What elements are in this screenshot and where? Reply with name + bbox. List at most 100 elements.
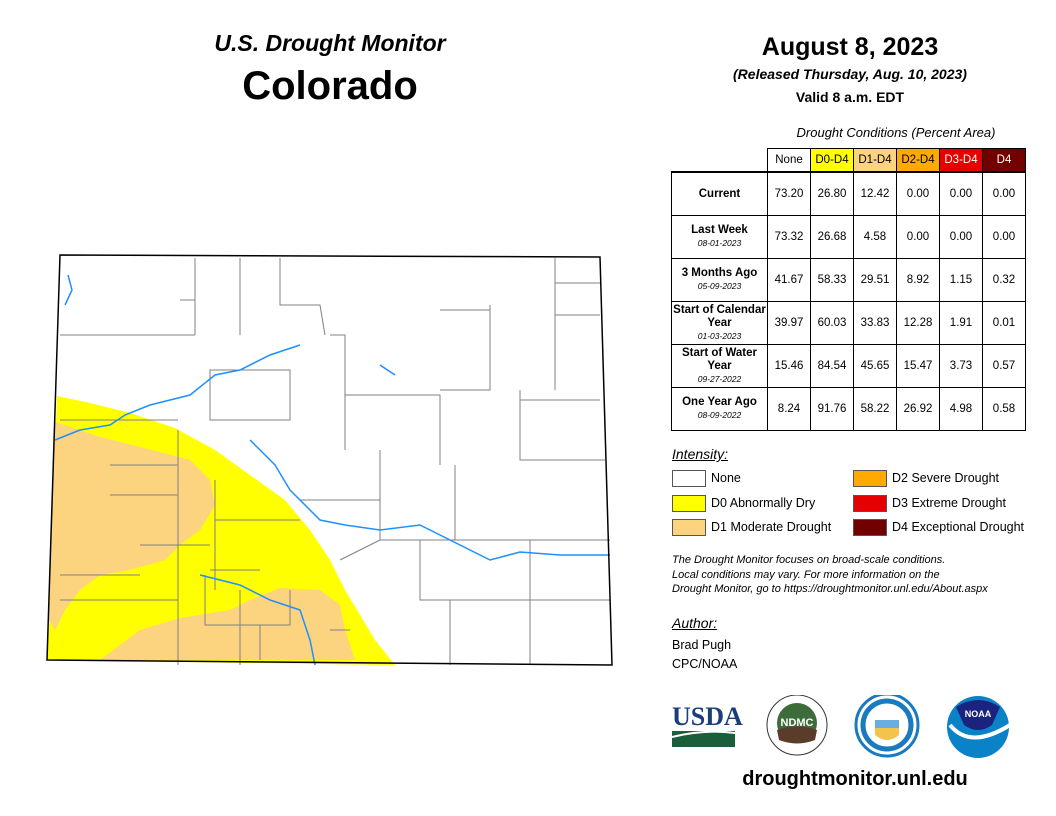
table-row: Current 73.20 26.80 12.42 0.00 0.00 0.00 [671,171,1026,216]
table-cell: 4.58 [853,215,897,259]
table-caption: Drought Conditions (Percent Area) [796,125,996,140]
table-cell: 8.92 [896,258,940,302]
legend-swatch [853,519,887,536]
table-cell: 12.28 [896,301,940,345]
row-label: Start of Water Year 09-27-2022 [671,344,768,388]
col-d1-d4: D1-D4 [853,148,897,173]
col-d4: D4 [982,148,1026,173]
rio-grande [199,574,316,666]
table-cell: 26.68 [810,215,854,259]
noaa-logo: NOAA [947,696,1012,758]
table-cell: 0.58 [982,387,1026,431]
rivers [54,274,610,666]
legend-label: D0 Abnormally Dry [711,496,816,510]
legend-swatch [853,470,887,487]
legend-label: D1 Moderate Drought [711,520,832,534]
state-outline [46,254,613,666]
table-cell: 0.00 [896,215,940,259]
table-cell: 1.91 [939,301,983,345]
table-cell: 0.01 [982,301,1026,345]
table-cell: 91.76 [810,387,854,431]
legend-title: Intensity: [672,446,729,462]
disclaimer-note: The Drought Monitor focuses on broad-sca… [672,553,1052,597]
table-header-row: None D0-D4 D1-D4 D2-D4 D3-D4 D4 [671,148,1026,173]
table-row: Start of Calendar Year 01-03-2023 39.97 60.… [671,301,1026,345]
county-lines [60,258,610,665]
release-date: (Released Thursday, Aug. 10, 2023) [733,66,967,82]
usda-logo: USDA [671,702,743,747]
table-cell: 12.42 [853,171,897,216]
logos: USDA NDMC NOAA [671,695,1012,758]
legend-swatch [853,495,887,512]
col-d3-d4: D3-D4 [939,148,983,173]
table-row: Last Week 08-01-2023 73.32 26.68 4.58 0.00 0.0… [671,215,1026,259]
row-date: 09-27-2022 [697,373,742,384]
table-cell: 26.80 [810,171,854,216]
table-cell: 84.54 [810,344,854,388]
row-label-text: Start of Water Year [682,346,757,372]
table-cell: 41.67 [767,258,811,302]
legend-label: None [711,471,741,485]
legend-swatch [672,495,706,512]
table-cell: 4.98 [939,387,983,431]
table-cell: 1.15 [939,258,983,302]
legend-swatch [672,519,706,536]
arkansas-river [249,439,610,561]
row-label: 3 Months Ago 05-09-2023 [671,258,768,302]
table-cell: 58.22 [853,387,897,431]
note-line: Drought Monitor, go to https://droughtmo… [672,583,988,595]
author-org: CPC/NOAA [672,657,738,671]
col-d0-d4: D0-D4 [810,148,854,173]
legend-label: D2 Severe Drought [892,471,1000,485]
legend-swatch [672,470,706,487]
col-none: None [767,148,811,173]
table-cell: 0.00 [939,171,983,216]
table-row: Start of Water Year 09-27-2022 15.46 84.54 4… [671,344,1026,388]
row-date: 08-01-2023 [697,238,742,248]
website-url[interactable]: droughtmonitor.unl.edu [742,768,968,790]
table-cell: 15.46 [767,344,811,388]
table-row: 3 Months Ago 05-09-2023 41.67 58.33 29.51 8.9… [671,258,1026,302]
north-platte [64,274,73,306]
table-cell: 73.20 [767,171,811,216]
table-cell: 0.57 [982,344,1026,388]
table-cell: 45.65 [853,344,897,388]
svg-text:NOAA: NOAA [965,709,992,719]
author-label: Author: [672,615,718,631]
table-cell: 0.00 [982,215,1026,259]
row-label-text: Last Week [691,224,748,236]
row-date: 08-09-2022 [697,410,742,420]
table-cell: 0.00 [982,171,1026,216]
row-date: 01-03-2023 [697,330,742,341]
legend-label: D4 Exceptional Drought [892,520,1025,534]
table-cell: 3.73 [939,344,983,388]
table-cell: 73.32 [767,215,811,259]
table-cell: 33.83 [853,301,897,345]
commerce-seal [854,695,920,758]
row-label: Start of Calendar Year 01-03-2023 [671,301,768,345]
south-platte [379,364,396,376]
row-label-text: One Year Ago [682,396,757,408]
table-cell: 15.47 [896,344,940,388]
table-cell: 39.97 [767,301,811,345]
d1-area-south [100,588,355,660]
colorado-river [54,344,301,441]
row-date: 05-09-2023 [697,281,742,291]
row-label-text: Current [698,187,741,200]
table-cell: 58.33 [810,258,854,302]
table-cell: 26.92 [896,387,940,431]
row-label: Last Week 08-01-2023 [671,215,768,259]
table-cell: 0.32 [982,258,1026,302]
drought-conditions-table: None D0-D4 D1-D4 D2-D4 D3-D4 D4 Current 7… [671,148,1026,431]
table-cell: 0.00 [896,171,940,216]
row-label-text: Start of Calendar Year [673,303,766,329]
title: U.S. Drought Monitor [214,30,446,56]
svg-text:NDMC: NDMC [781,717,814,729]
author-name: Brad Pugh [672,638,732,652]
col-d2-d4: D2-D4 [896,148,940,173]
map-date: August 8, 2023 [761,33,939,61]
table-row: One Year Ago 08-09-2022 8.24 91.76 58.22 26.9… [671,387,1026,431]
valid-time: Valid 8 a.m. EDT [795,89,905,105]
note-line: Local conditions may vary. For more info… [672,568,940,581]
